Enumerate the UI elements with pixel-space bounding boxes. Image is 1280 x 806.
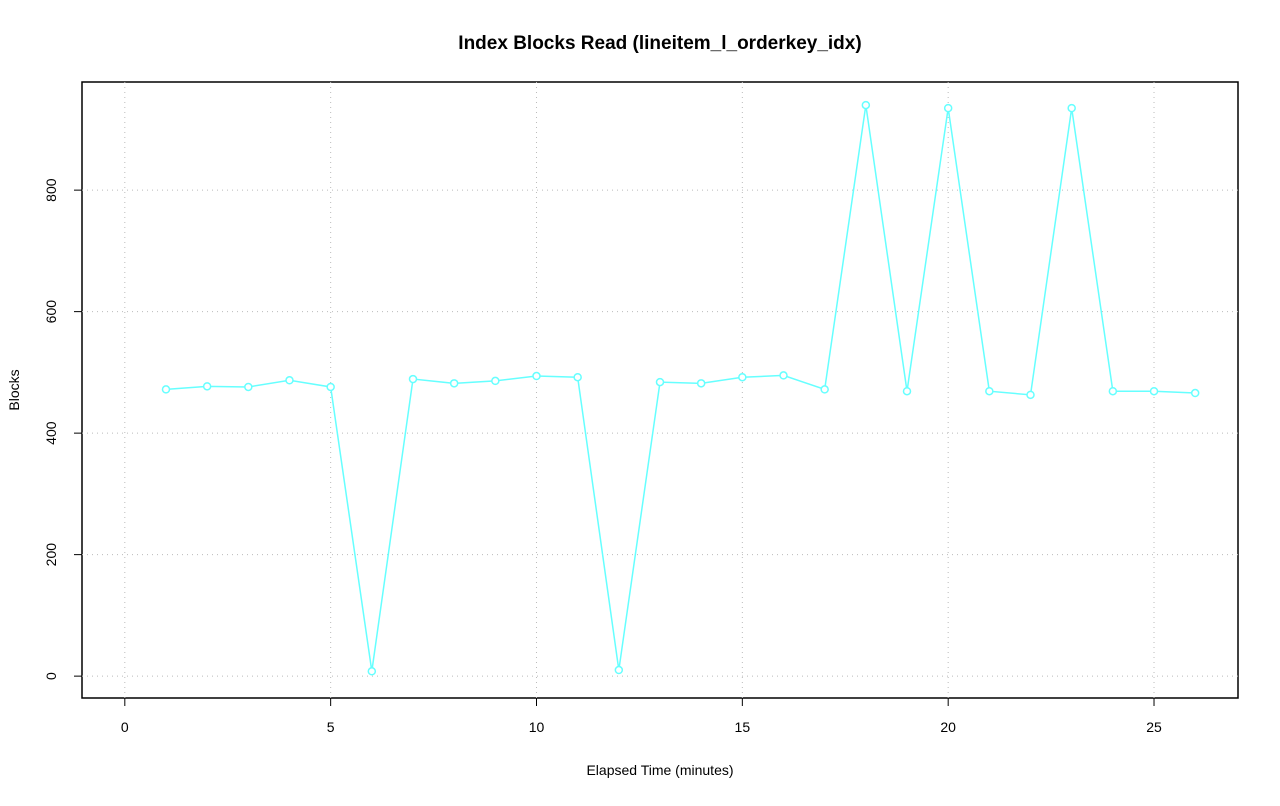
data-point	[244, 382, 253, 392]
data-point	[449, 379, 459, 388]
y-tick-label: 600	[43, 300, 59, 324]
x-tick-label: 20	[940, 719, 956, 735]
data-point	[1067, 103, 1076, 113]
x-tick-label: 15	[735, 719, 751, 735]
data-point	[943, 103, 953, 113]
y-tick-label: 0	[43, 672, 59, 680]
x-tick-label: 0	[121, 719, 129, 735]
x-tick-label: 25	[1146, 719, 1162, 735]
y-axis-label: Blocks	[6, 369, 22, 410]
chart-title: Index Blocks Read (lineitem_l_orderkey_i…	[458, 33, 861, 54]
data-point	[367, 667, 377, 676]
data-point	[1190, 388, 1200, 398]
data-point	[491, 376, 500, 386]
data-point	[202, 382, 212, 391]
data-point	[1026, 390, 1035, 400]
plot-frame	[81, 81, 1239, 699]
y-tick-label: 200	[43, 543, 59, 567]
data-point	[820, 385, 829, 394]
data-point	[696, 379, 706, 388]
x-axis-label: Elapsed Time (minutes)	[586, 762, 733, 778]
x-tick-label: 10	[529, 719, 545, 735]
data-point	[861, 100, 871, 110]
data-point	[408, 374, 418, 384]
x-tick-label: 5	[327, 719, 335, 735]
data-point	[1108, 386, 1118, 396]
data-point	[161, 385, 171, 394]
data-point	[326, 382, 335, 392]
data-line	[165, 104, 1196, 672]
data-point	[655, 377, 665, 387]
data-point	[285, 376, 294, 385]
data-point	[1149, 386, 1159, 396]
data-point	[902, 386, 912, 396]
y-tick-label: 800	[43, 178, 59, 202]
data-point	[738, 372, 747, 382]
data-point	[614, 665, 624, 675]
y-tick-label: 400	[43, 421, 59, 445]
data-point	[779, 371, 788, 380]
data-point	[985, 386, 994, 396]
data-point	[573, 372, 582, 382]
data-point	[532, 371, 541, 381]
